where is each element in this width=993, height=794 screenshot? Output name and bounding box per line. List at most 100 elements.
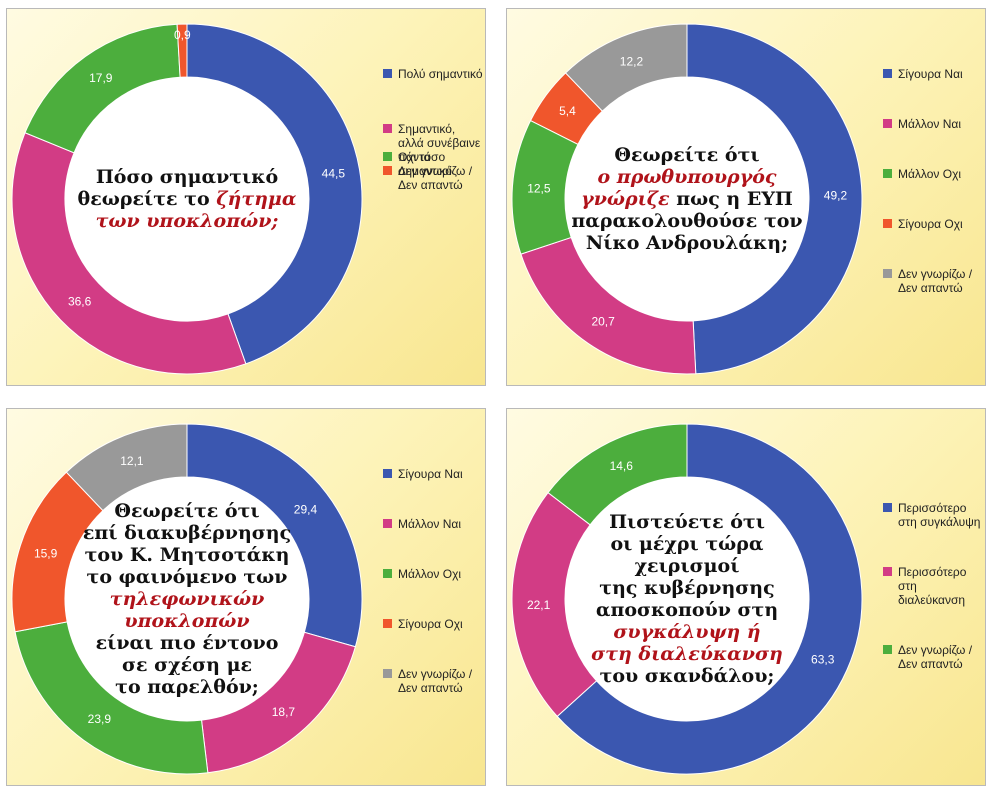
legend-label: Σίγουρα Οχι bbox=[398, 617, 463, 631]
question-line: γνώριζε πως η ΕΥΠ bbox=[581, 188, 793, 210]
question-text: Θεωρείτε ότι επί διακυβέρνησης του Κ. Μητσ… bbox=[67, 500, 307, 698]
legend-item-μαλλον-οχι: Μάλλον Οχι bbox=[383, 567, 483, 581]
legend-item-περισσοτερο-στη-συγκαλυψη: Περισσότερο στη συγκάλυψη bbox=[883, 501, 983, 529]
legend-item-σιγουρα-ναι: Σίγουρα Ναι bbox=[383, 467, 483, 481]
question-line: του Κ. Μητσοτάκη bbox=[84, 544, 290, 566]
donut-chart: 63,3 22,1 14,6 bbox=[511, 423, 863, 775]
slice-value-label: 12,1 bbox=[120, 454, 144, 468]
question-line: επί διακυβέρνησης bbox=[82, 522, 292, 544]
legend-swatch bbox=[383, 124, 392, 133]
legend-swatch bbox=[883, 567, 892, 576]
legend-swatch bbox=[883, 69, 892, 78]
legend-label: Δεν γνωρίζω / Δεν απαντώ bbox=[398, 667, 473, 695]
slice-value-label: 22,1 bbox=[527, 598, 551, 612]
legend-label: Σίγουρα Ναι bbox=[898, 67, 963, 81]
slice-value-label: 17,9 bbox=[89, 71, 113, 85]
slice-value-label: 0,9 bbox=[174, 28, 191, 42]
legend-item-σημαντικο-αλλα-συνεβαινε-παντα: Σημαντικό, αλλά συνέβαινε πάντα bbox=[383, 122, 483, 164]
chart-panel-coverup: 63,3 22,1 14,6 Πιστεύετε ότι οι μέχρι τώρα … bbox=[506, 408, 986, 786]
question-line: Πιστεύετε ότι bbox=[609, 511, 765, 533]
legend: Σίγουρα Ναι Μάλλον Ναι Μάλλον Οχι Σίγουρα Ο… bbox=[883, 67, 983, 295]
legend-item-σιγουρα-οχι: Σίγουρα Οχι bbox=[883, 217, 983, 231]
slice-value-label: 20,7 bbox=[591, 315, 615, 329]
legend-label: Δεν γνωρίζω / Δεν απαντώ bbox=[898, 267, 973, 295]
legend: Σίγουρα Ναι Μάλλον Ναι Μάλλον Οχι Σίγουρα Ο… bbox=[383, 467, 483, 695]
question-line: των υποκλοπών; bbox=[95, 210, 279, 232]
legend-item-δεν-γνωριζω-δεν-απαντω: Δεν γνωρίζω / Δεν απαντώ bbox=[383, 667, 483, 695]
legend-item-δεν-γνωριζω-δεν-απαντω: Δεν γνωρίζω / Δεν απαντώ bbox=[383, 164, 483, 192]
legend: Περισσότερο στη συγκάλυψη Περισσότερο στη… bbox=[883, 501, 983, 671]
legend-label: Περισσότερο στη συγκάλυψη bbox=[898, 501, 981, 529]
donut-center bbox=[65, 77, 309, 321]
question-line: Πόσο σημαντικό bbox=[95, 166, 279, 188]
donut-slice bbox=[564, 23, 688, 112]
legend-item-μαλλον-οχι: Μάλλον Οχι bbox=[883, 167, 983, 181]
question-line: το παρελθόν; bbox=[115, 676, 259, 698]
legend-label: Περισσότερο στη διαλεύκανση bbox=[898, 565, 967, 607]
legend-item-περισσοτερο-στη-διαλευκανση: Περισσότερο στη διαλεύκανση bbox=[883, 565, 983, 607]
legend-swatch bbox=[883, 169, 892, 178]
donut-center bbox=[565, 477, 809, 721]
donut-chart: 49,2 20,7 12,5 5,4 12,2 bbox=[511, 23, 863, 375]
legend-item-μαλλον-ναι: Μάλλον Ναι bbox=[383, 517, 483, 531]
legend-item-μαλλον-ναι: Μάλλον Ναι bbox=[883, 117, 983, 131]
question-line: ο πρωθυπουργός bbox=[597, 166, 777, 188]
slice-value-label: 15,9 bbox=[34, 547, 58, 561]
donut-chart: 44,5 36,6 17,9 0,9 bbox=[11, 23, 363, 375]
donut-center bbox=[565, 77, 809, 321]
question-text: Πιστεύετε ότι οι μέχρι τώρα χειρισμοί της … bbox=[567, 504, 807, 694]
slice-value-label: 5,4 bbox=[559, 104, 576, 118]
legend-label: Δεν γνωρίζω / Δεν απαντώ bbox=[898, 643, 973, 671]
donut-center bbox=[65, 477, 309, 721]
question-line: το φαινόμενο των bbox=[86, 566, 288, 588]
legend-swatch bbox=[883, 119, 892, 128]
slice-value-label: 29,4 bbox=[294, 502, 318, 516]
legend-label: Μάλλον Οχι bbox=[898, 167, 962, 181]
chart-panel-pm-knew: 49,2 20,7 12,5 5,4 12,2 Θεωρείτε ότι ο πρωθυπ… bbox=[506, 8, 986, 386]
question-text: Πόσο σημαντικό θεωρείτε το ζήτημα των υποκ… bbox=[67, 104, 307, 294]
slice-value-label: 44,5 bbox=[322, 167, 346, 181]
legend-swatch bbox=[883, 219, 892, 228]
chart-panel-more-intense: 29,4 18,7 23,9 15,9 12,1 Θεωρείτε ότι επί δια… bbox=[6, 408, 486, 786]
slice-value-label: 12,2 bbox=[620, 54, 644, 68]
legend-swatch bbox=[883, 645, 892, 654]
legend-swatch bbox=[383, 669, 392, 678]
question-line: στη διαλεύκανση bbox=[591, 643, 783, 665]
legend-swatch bbox=[383, 152, 392, 161]
slice-value-label: 18,7 bbox=[272, 705, 296, 719]
question-line: Θεωρείτε ότι bbox=[614, 144, 760, 166]
question-line: σε σχέση με bbox=[121, 654, 253, 676]
question-line: αποσκοπούν στη bbox=[595, 599, 779, 621]
question-line: είναι πιο έντονο bbox=[95, 632, 279, 654]
legend: Πολύ σημαντικό Σημαντικό, αλλά συνέβαινε … bbox=[383, 67, 483, 192]
legend-label: Οχι τόσο σημαντικό bbox=[398, 150, 452, 178]
slice-value-label: 36,6 bbox=[68, 295, 92, 309]
question-line: παρακολουθούσε τον bbox=[571, 210, 803, 232]
legend-label: Σημαντικό, αλλά συνέβαινε πάντα bbox=[398, 122, 481, 164]
legend-swatch bbox=[383, 166, 392, 175]
legend-swatch bbox=[883, 503, 892, 512]
legend-swatch bbox=[383, 519, 392, 528]
question-line: οι μέχρι τώρα χειρισμοί bbox=[610, 533, 764, 577]
legend-item-οχι-τοσο-σημαντικο: Οχι τόσο σημαντικό bbox=[383, 150, 483, 178]
question-line: της κυβέρνησης bbox=[599, 577, 775, 599]
question-line: θεωρείτε το ζήτημα bbox=[77, 188, 297, 210]
question-line: του σκανδάλου; bbox=[599, 665, 775, 687]
slice-value-label: 63,3 bbox=[811, 652, 835, 666]
question-text: Θεωρείτε ότι ο πρωθυπουργός γνώριζε πως η … bbox=[567, 104, 807, 294]
legend-swatch bbox=[383, 69, 392, 78]
legend-swatch bbox=[883, 269, 892, 278]
legend-label: Μάλλον Ναι bbox=[898, 117, 962, 131]
legend-label: Σίγουρα Ναι bbox=[398, 467, 463, 481]
legend-item-πολυ-σημαντικο: Πολύ σημαντικό bbox=[383, 67, 483, 81]
slice-value-label: 14,6 bbox=[610, 459, 634, 473]
legend-item-σιγουρα-ναι: Σίγουρα Ναι bbox=[883, 67, 983, 81]
donut-slice bbox=[65, 423, 188, 512]
donut-chart: 29,4 18,7 23,9 15,9 12,1 bbox=[11, 423, 363, 775]
legend-label: Μάλλον Ναι bbox=[398, 517, 462, 531]
legend-swatch bbox=[383, 619, 392, 628]
legend-swatch bbox=[383, 469, 392, 478]
question-line: Θεωρείτε ότι bbox=[114, 500, 260, 522]
slice-value-label: 23,9 bbox=[88, 712, 112, 726]
legend-item-δεν-γνωριζω-δεν-απαντω: Δεν γνωρίζω / Δεν απαντώ bbox=[883, 267, 983, 295]
